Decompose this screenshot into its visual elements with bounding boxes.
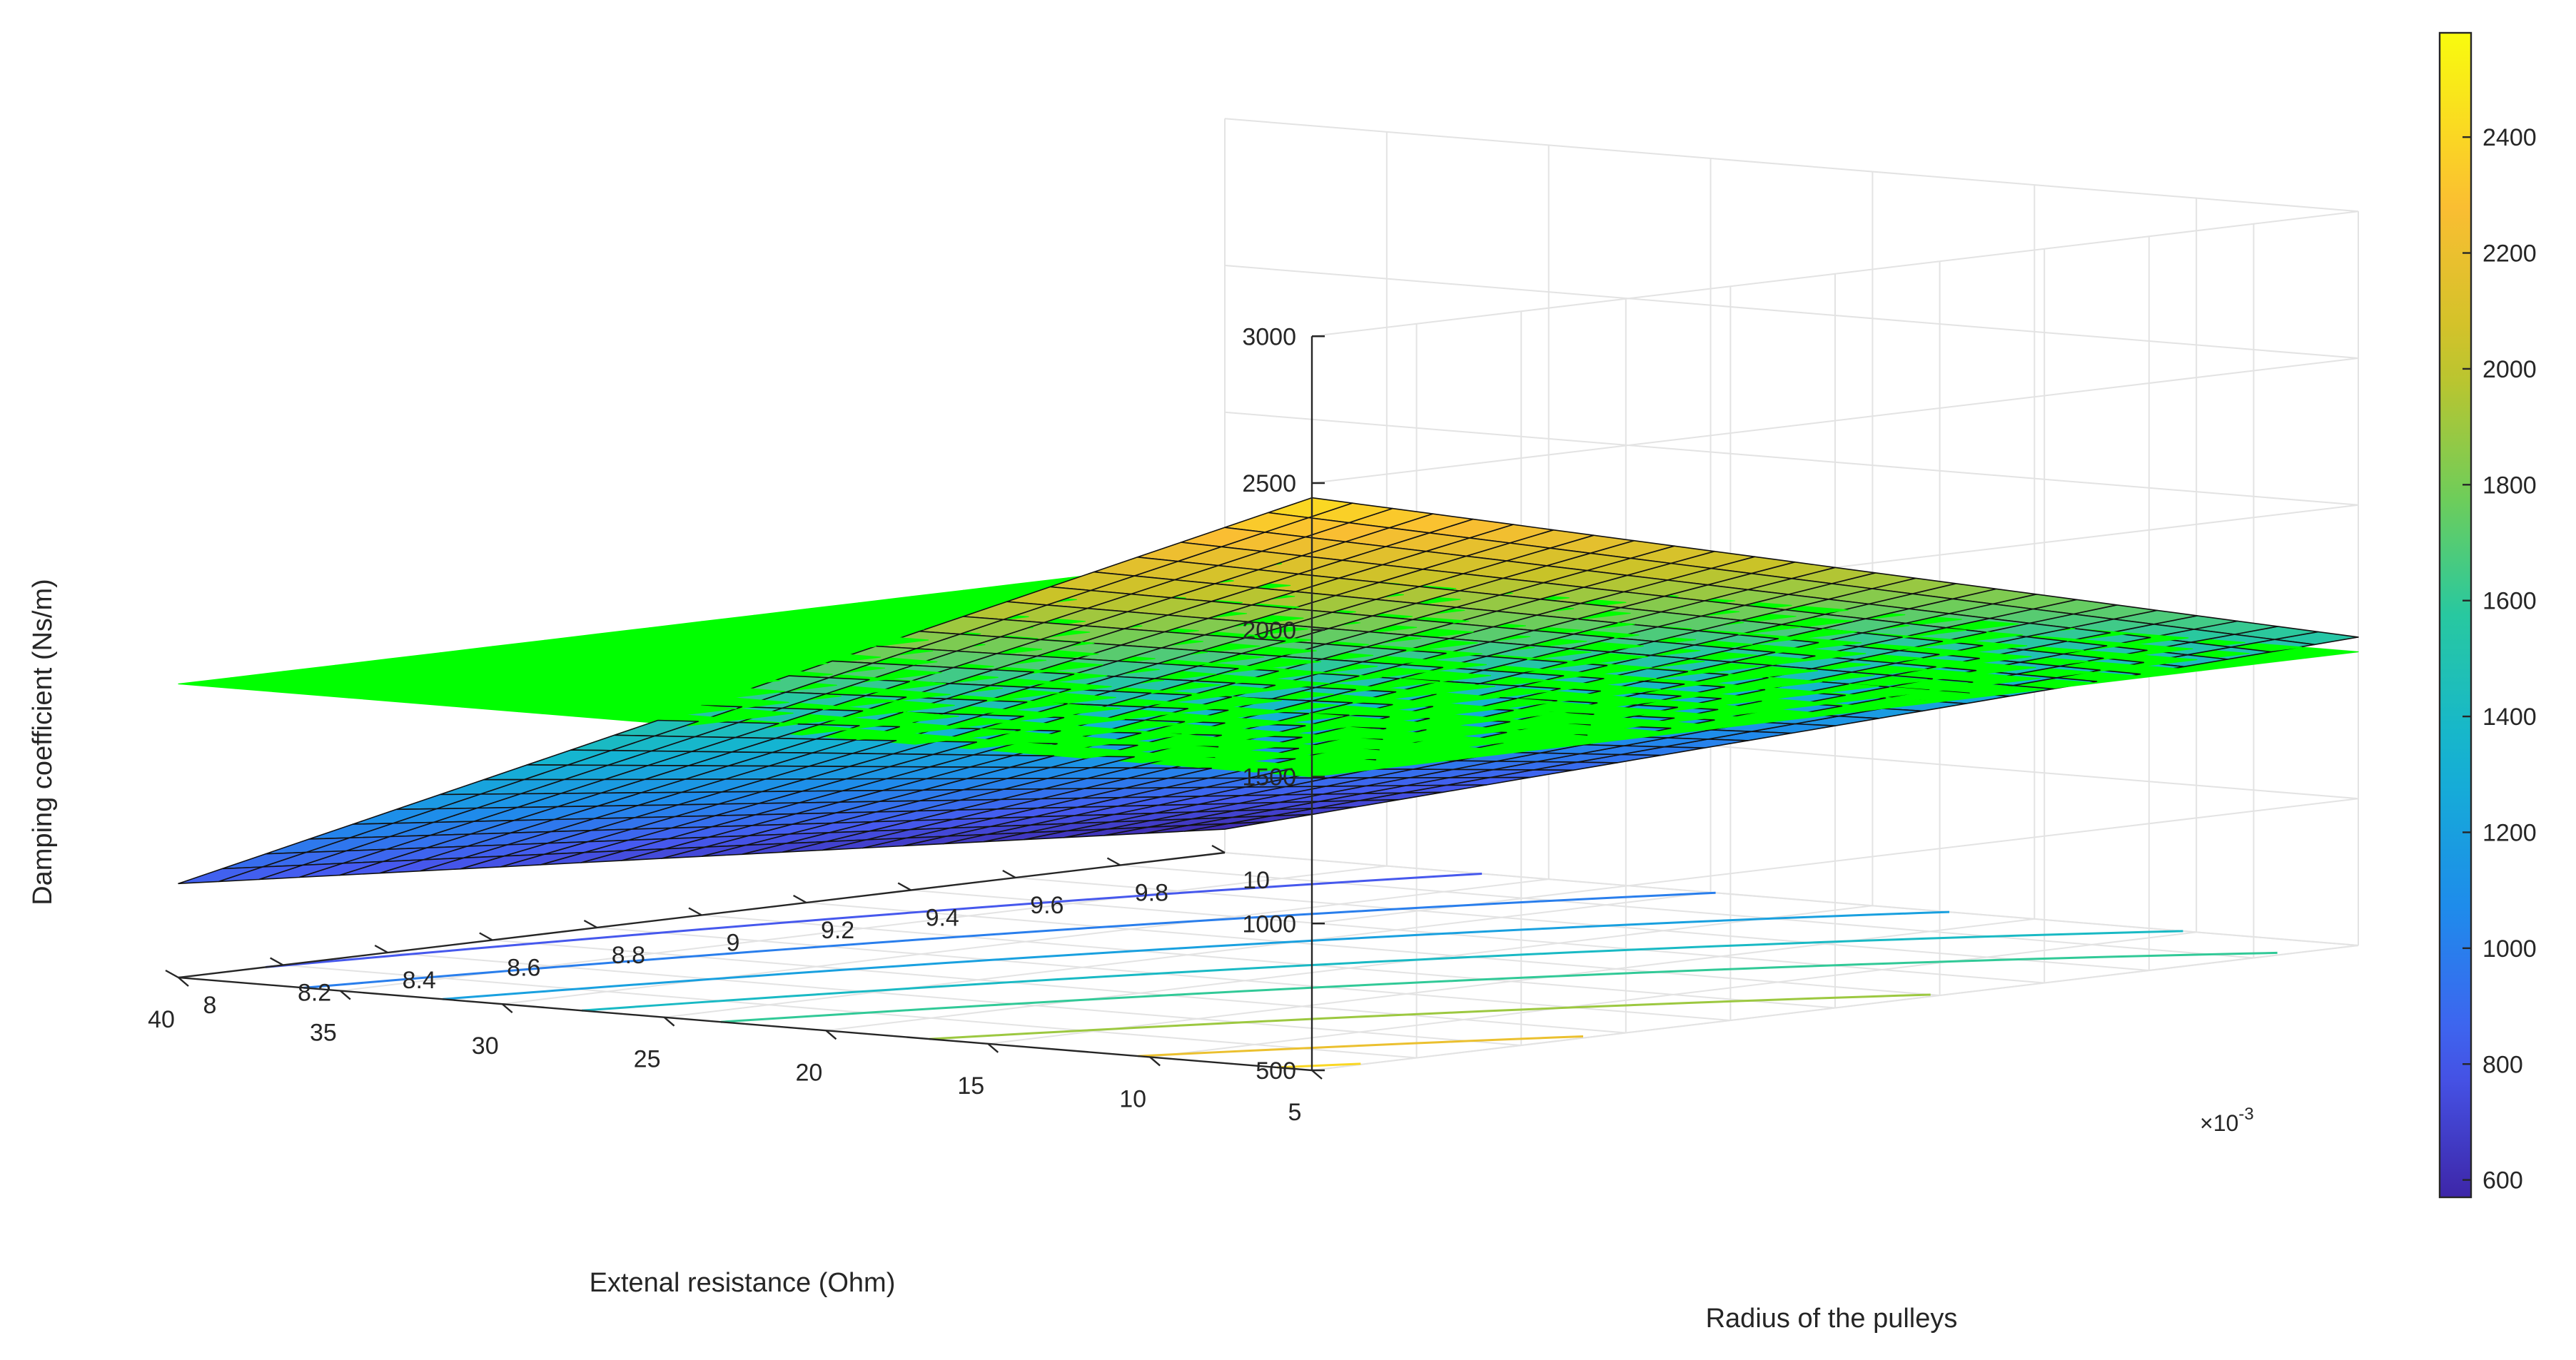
y-tick-mark [270, 957, 284, 966]
grid-line [388, 952, 1522, 1046]
x-tick-label: 40 [148, 1006, 175, 1033]
grid-line [492, 939, 1626, 1034]
x-tick-mark [663, 1016, 675, 1027]
y-tick-mark [688, 907, 702, 916]
y-tick-mark [1002, 869, 1016, 879]
x-tick-mark [987, 1042, 999, 1053]
z-tick-label: 3000 [1242, 323, 1296, 350]
colorbar-tick-label: 2200 [2482, 240, 2537, 268]
y-tick-label: 8.4 [403, 967, 436, 994]
y-tick-mark [374, 944, 388, 954]
x-axis-line [178, 976, 1313, 1072]
axes: 500 1000 1500 2000 2500 3000 5 10 15 20 25 30 35 40 8 8… [148, 323, 1325, 1126]
grid-line [1311, 798, 2359, 925]
y-tick-mark [165, 969, 179, 979]
x-tick-mark [340, 990, 351, 1000]
x-tick-mark [1149, 1056, 1161, 1067]
grid-line [1015, 877, 2149, 971]
z-axis-label: Damping coefficient (Ns/m) [28, 579, 58, 905]
colorbar-scale [2438, 31, 2473, 1199]
grid-line [1311, 357, 2359, 484]
grid-line [1311, 210, 2359, 338]
contour-line [1138, 1035, 1584, 1057]
z-tick-label: 500 [1256, 1057, 1296, 1085]
grid-line [1224, 411, 2359, 506]
z-tick-label: 1500 [1242, 764, 1296, 791]
x-tick-label: 10 [1119, 1085, 1146, 1112]
contour-lines [266, 872, 2278, 1069]
x-tick-mark [1311, 1070, 1323, 1080]
colorbar-tick-label: 600 [2482, 1167, 2523, 1194]
y-tick-mark [793, 894, 807, 904]
colorbar-tick-label: 1800 [2482, 472, 2537, 499]
y-tick-mark [897, 882, 911, 891]
colorbar-tick-label: 1600 [2482, 588, 2537, 615]
contour-line [929, 993, 1931, 1040]
grid-line [701, 914, 1836, 1009]
y-tick-label: 9.8 [1135, 880, 1168, 907]
x-tick-label: 35 [310, 1020, 337, 1047]
z-tick-label: 2000 [1242, 617, 1296, 644]
y-axis-exponent: ×10-3 [2200, 1105, 2254, 1136]
x-tick-label: 15 [957, 1072, 984, 1100]
grid-line [1224, 265, 2359, 359]
y-tick-label: 9.6 [1030, 892, 1064, 919]
y-tick-mark [583, 919, 597, 929]
z-tick-label: 1000 [1242, 910, 1296, 938]
contour-line [443, 910, 1950, 1000]
colorbar-tick-label: 2400 [2482, 124, 2537, 151]
y-tick-label: 8.6 [507, 955, 540, 982]
z-tick-label: 2500 [1242, 470, 1296, 497]
grid-line [1224, 852, 2359, 946]
y-tick-label: 9.4 [926, 905, 959, 932]
contour-line [720, 951, 2278, 1023]
grid-line [911, 889, 2045, 984]
x-tick-mark [825, 1030, 837, 1040]
grid-line [806, 902, 1940, 996]
x-tick-mark [178, 977, 189, 987]
colorbar-tick-label: 1400 [2482, 704, 2537, 731]
y-tick-mark [479, 932, 493, 941]
grid-line [1311, 945, 2359, 1071]
colorbar-tick-label: 1000 [2482, 935, 2537, 963]
y-tick-label: 10 [1243, 867, 1270, 894]
x-axis-label: Extenal resistance (Ohm) [590, 1268, 896, 1298]
colorbar-tick-label: 800 [2482, 1051, 2523, 1078]
x-tick-label: 20 [796, 1059, 823, 1086]
x-tick-label: 25 [634, 1046, 661, 1073]
x-tick-label: 5 [1288, 1099, 1302, 1126]
x-tick-label: 30 [472, 1032, 499, 1060]
grid-line [1224, 118, 2359, 213]
x-tick-mark [501, 1003, 513, 1014]
y-axis-label: Radius of the pulleys [1706, 1304, 1958, 1334]
contour-line [1277, 1062, 1361, 1069]
colorbar-tick-label: 2000 [2482, 356, 2537, 383]
y-tick-label: 9.2 [821, 917, 854, 944]
grid-line [1120, 864, 2254, 959]
damping-surface [178, 497, 2359, 885]
colorbar-tick-label: 1200 [2482, 819, 2537, 846]
y-tick-mark [1106, 857, 1121, 866]
y-tick-label: 8 [203, 992, 217, 1019]
contour-line [303, 891, 1716, 989]
y-tick-label: 9 [727, 930, 740, 957]
colorbar: 600 800 1000 1200 1400 1600 1800 2000 2200 2400 [2438, 31, 2537, 1199]
y-tick-label: 8.8 [612, 942, 645, 969]
y-tick-mark [1211, 844, 1226, 854]
contour-line [266, 872, 1483, 968]
grid-line [283, 964, 1417, 1059]
plane-patch [178, 677, 288, 689]
surface-patch [178, 866, 263, 885]
y-tick-label: 8.2 [298, 980, 331, 1007]
